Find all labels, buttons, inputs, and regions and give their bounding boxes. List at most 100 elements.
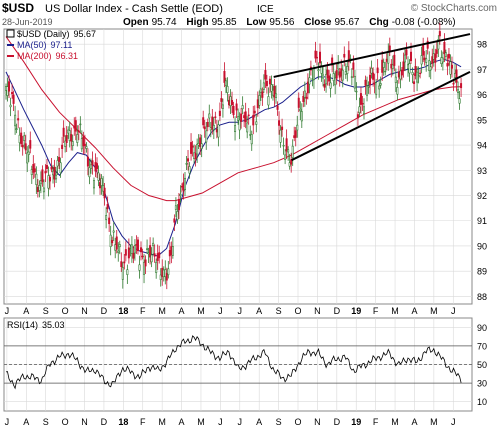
price-candle-body (315, 56, 318, 59)
price-candle-body (457, 89, 460, 94)
rsi-y-tick-label: 10 (477, 397, 487, 407)
price-candle-body (177, 198, 180, 211)
price-candle-body (232, 105, 235, 116)
price-candle-body (140, 247, 143, 253)
x-tick-label: M (197, 306, 205, 316)
rsi-grid (4, 318, 472, 411)
price-candle-body (369, 74, 372, 86)
price-candle-body (376, 67, 379, 74)
price-candle-body (328, 75, 331, 82)
price-candle-body (270, 84, 273, 92)
price-candle-body (229, 96, 232, 106)
price-candle-body (413, 81, 416, 84)
price-candle-body (437, 39, 440, 50)
rsi-y-tick-label: 50 (477, 360, 487, 370)
price-candle-body (240, 113, 243, 122)
price-candle-body (361, 102, 364, 105)
price-candle-body (6, 86, 9, 96)
price-candle-body (67, 129, 70, 134)
price-candle-body (109, 234, 112, 248)
price-candle-body (59, 162, 62, 174)
price-candle-body (294, 130, 297, 138)
price-candle-body (70, 134, 73, 142)
y-tick-label: 91 (477, 216, 487, 226)
price-candle-body (372, 72, 375, 80)
price-candle-body (278, 120, 281, 126)
y-tick-label: 97 (477, 65, 487, 75)
price-candle-body (258, 95, 261, 106)
legend-price: $USD (Daily) 95.67 (17, 29, 96, 39)
price-candle-body (79, 123, 82, 126)
x-tick-label: A (23, 306, 29, 316)
price-candle-body (86, 156, 89, 167)
price-candle-body (58, 156, 61, 162)
price-candle-body (312, 67, 315, 81)
price-candle-body (24, 143, 27, 151)
ma200-line (5, 36, 462, 202)
price-candle-body (305, 96, 308, 99)
price-candle-body (303, 90, 306, 98)
price-candle-body (449, 61, 452, 75)
price-candle-body (44, 171, 47, 174)
trendline (291, 70, 471, 162)
price-candle-body (420, 55, 423, 65)
x-tick-label: 19 (351, 306, 361, 316)
price-candle-body (390, 63, 393, 69)
price-candle-body (5, 86, 8, 91)
price-candle-body (217, 124, 220, 138)
price-candle-body (74, 120, 77, 132)
price-candle-body (187, 158, 190, 162)
price-candle-body (8, 81, 11, 92)
x-tick-label: M (197, 417, 205, 427)
price-candle-body (185, 163, 188, 165)
x-tick-label: A (179, 417, 185, 427)
price-candle-body (231, 99, 234, 106)
y-tick-label: 95 (477, 115, 487, 125)
price-candle-body (434, 53, 437, 63)
price-candle-body (77, 130, 80, 133)
price-candle-body (165, 273, 168, 281)
price-candle-body (183, 177, 186, 190)
y-tick-label: 96 (477, 90, 487, 100)
x-tick-label: J (5, 417, 10, 427)
price-candle-body (317, 69, 320, 72)
legend: $USD (Daily) 95.67 MA(50) 97.11 MA(200) 96.… (6, 29, 96, 61)
price-candle-body (428, 60, 431, 71)
rsi-y-tick-label: 30 (477, 379, 487, 389)
price-candle-body (193, 152, 196, 159)
price-candle-body (105, 215, 108, 220)
price-candle-body (179, 194, 182, 196)
price-candle-body (150, 254, 153, 263)
price-candle-body (379, 83, 382, 86)
price-candle-body (20, 132, 23, 145)
price-candle-body (293, 135, 296, 138)
rsi-series (5, 335, 462, 390)
price-candle-body (91, 160, 94, 166)
price-candle-body (396, 87, 399, 95)
price-candle-body (215, 128, 218, 133)
price-candle-body (406, 64, 409, 70)
price-candle-body (299, 108, 302, 112)
rsi-x-axis: J A S O N D 18 F M A M J J A S O N D 19 F M A M J (5, 417, 456, 427)
price-candle-body (355, 90, 358, 93)
price-candle-body (422, 44, 425, 56)
price-candle-body (323, 83, 326, 88)
price-candle-body (458, 98, 461, 104)
price-candle-body (337, 63, 340, 70)
x-tick-label: D (101, 306, 108, 316)
price-candle-body (375, 82, 378, 95)
x-tick-label: M (430, 306, 438, 316)
x-tick-label: J (218, 306, 223, 316)
price-candle-body (194, 152, 197, 160)
legend-ma200: MA(200) 96.31 (17, 51, 78, 61)
price-candle-body (241, 105, 244, 110)
price-candle-body (370, 67, 373, 74)
price-candle-body (340, 68, 343, 77)
price-candle-body (358, 106, 361, 113)
x-tick-label: O (62, 417, 69, 427)
price-candle-body (170, 246, 173, 255)
price-candle-body (426, 40, 429, 49)
price-candle-body (209, 127, 212, 131)
price-candle-body (417, 75, 420, 77)
price-candle-body (135, 244, 138, 246)
